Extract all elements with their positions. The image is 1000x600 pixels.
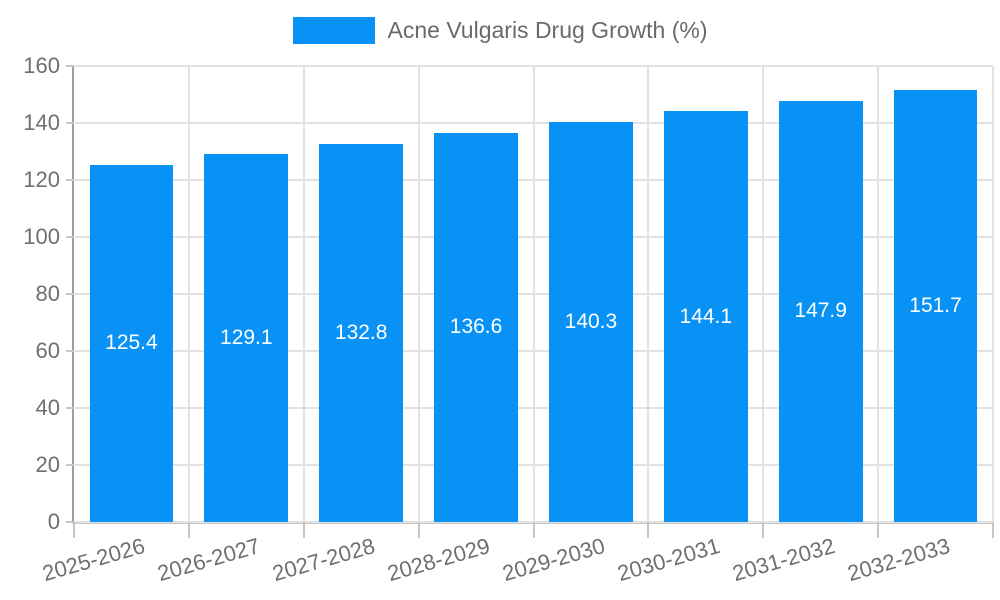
bar-2027-2028: 132.8	[319, 143, 404, 522]
y-axis-tick-label: 120	[23, 167, 60, 192]
y-axis-tick	[66, 236, 74, 238]
y-axis-tick-label: 100	[23, 224, 60, 249]
x-gridline	[992, 66, 994, 522]
bar-value-label: 147.9	[794, 299, 847, 323]
y-axis-tick	[66, 407, 74, 409]
legend: Acne Vulgaris Drug Growth (%)	[0, 17, 1000, 44]
y-axis-tick	[66, 65, 74, 67]
bar-value-label: 132.8	[334, 320, 388, 344]
y-axis-tick-label: 0	[47, 509, 60, 534]
y-axis-tick	[66, 293, 74, 295]
x-gridline	[302, 66, 305, 522]
y-axis-tick	[66, 122, 74, 124]
bar-value-label: 151.7	[909, 293, 962, 317]
x-axis-tick	[417, 522, 420, 538]
x-axis-tick	[647, 522, 650, 538]
bar-value-label: 129.1	[220, 326, 273, 350]
y-axis-tick-label: 40	[35, 395, 60, 420]
x-axis-tick	[187, 522, 190, 538]
y-axis-tick-label: 80	[35, 281, 60, 306]
bar-value-label: 140.3	[564, 310, 618, 334]
x-axis-tick	[302, 522, 305, 538]
x-gridline	[762, 66, 765, 522]
y-axis-tick	[66, 179, 74, 181]
x-gridline	[647, 66, 650, 522]
bar-2031-2032: 147.9	[778, 100, 863, 522]
bar-value-label: 136.6	[449, 315, 503, 339]
x-gridline	[532, 66, 535, 522]
x-axis-tick	[532, 522, 535, 538]
legend-swatch	[292, 17, 375, 44]
y-axis-tick-label: 60	[35, 338, 60, 363]
x-axis-tick	[877, 522, 880, 538]
plot-area: 125.4 129.1 132.8 136.6 140.3 144.1 147.9 151.7	[72, 65, 994, 524]
x-axis-tick	[73, 522, 75, 538]
bar-2025-2026: 125.4	[89, 164, 174, 522]
x-axis-tick	[992, 522, 994, 538]
bar-2030-2031: 144.1	[663, 111, 748, 522]
bar-2028-2029: 136.6	[434, 132, 518, 522]
y-axis-tick	[66, 350, 74, 352]
bar-2029-2030: 140.3	[549, 122, 633, 522]
bar-value-label: 125.4	[105, 331, 158, 355]
y-axis-tick	[66, 464, 74, 466]
y-axis-tick-label: 140	[23, 110, 60, 135]
bar-value-label: 144.1	[679, 304, 733, 328]
bar-2032-2033: 151.7	[893, 89, 978, 522]
bar-2026-2027: 129.1	[204, 154, 289, 522]
x-gridline	[877, 66, 880, 522]
x-axis-tick	[762, 522, 765, 538]
y-axis-tick	[66, 521, 74, 523]
legend-label: Acne Vulgaris Drug Growth (%)	[387, 17, 708, 43]
y-axis-tick-label: 20	[35, 452, 60, 477]
y-axis-tick-label: 160	[23, 53, 60, 78]
x-gridline	[417, 66, 420, 522]
x-gridline	[187, 66, 190, 522]
